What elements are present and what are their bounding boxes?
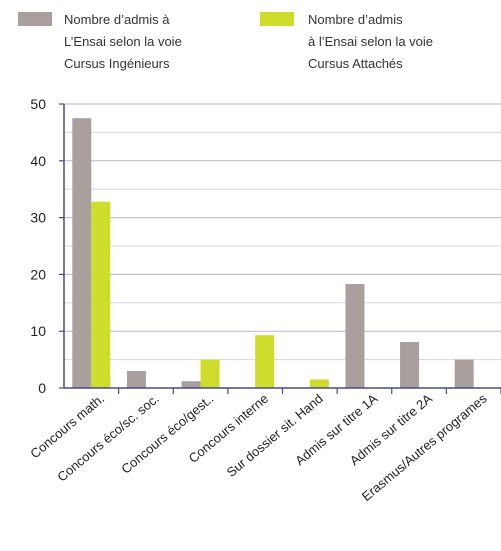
legend: Nombre d’admis à L’Ensai selon la voie Cur… xyxy=(18,12,433,71)
x-tick-label: Concours éco/gest.. xyxy=(118,391,216,477)
bar xyxy=(400,341,420,388)
grid-lines xyxy=(64,103,501,361)
y-tick-label: 30 xyxy=(30,210,46,226)
x-tick-labels: Concours math.Concours éco/sc. soc.Conco… xyxy=(27,390,490,504)
bars xyxy=(72,118,474,388)
x-tick-label: Concours éco/sc. soc. xyxy=(54,391,162,485)
axes xyxy=(59,103,501,394)
y-tick-label: 0 xyxy=(38,380,46,396)
bar xyxy=(72,118,92,388)
y-tick-label: 10 xyxy=(30,323,46,339)
bar xyxy=(181,381,201,388)
y-tick-label: 40 xyxy=(30,153,46,169)
y-tick-labels: 0 10 20 30 40 50 xyxy=(30,96,46,396)
bar xyxy=(200,359,220,388)
bar xyxy=(255,335,275,388)
bar xyxy=(309,379,329,388)
bar xyxy=(126,370,146,388)
legend-label: Nombre d’admis à l’Ensai selon la voie Cur… xyxy=(308,12,433,71)
bar xyxy=(454,359,474,388)
legend-swatch xyxy=(18,12,52,26)
y-tick-label: 20 xyxy=(30,266,46,282)
legend-swatch xyxy=(260,12,294,26)
legend-label: Nombre d’admis à L’Ensai selon la voie Cur… xyxy=(64,12,182,71)
y-tick-label: 50 xyxy=(30,96,46,112)
bar xyxy=(91,201,111,388)
bar xyxy=(345,284,365,388)
x-tick-label: Sur dossier sit. Hand xyxy=(224,391,326,480)
